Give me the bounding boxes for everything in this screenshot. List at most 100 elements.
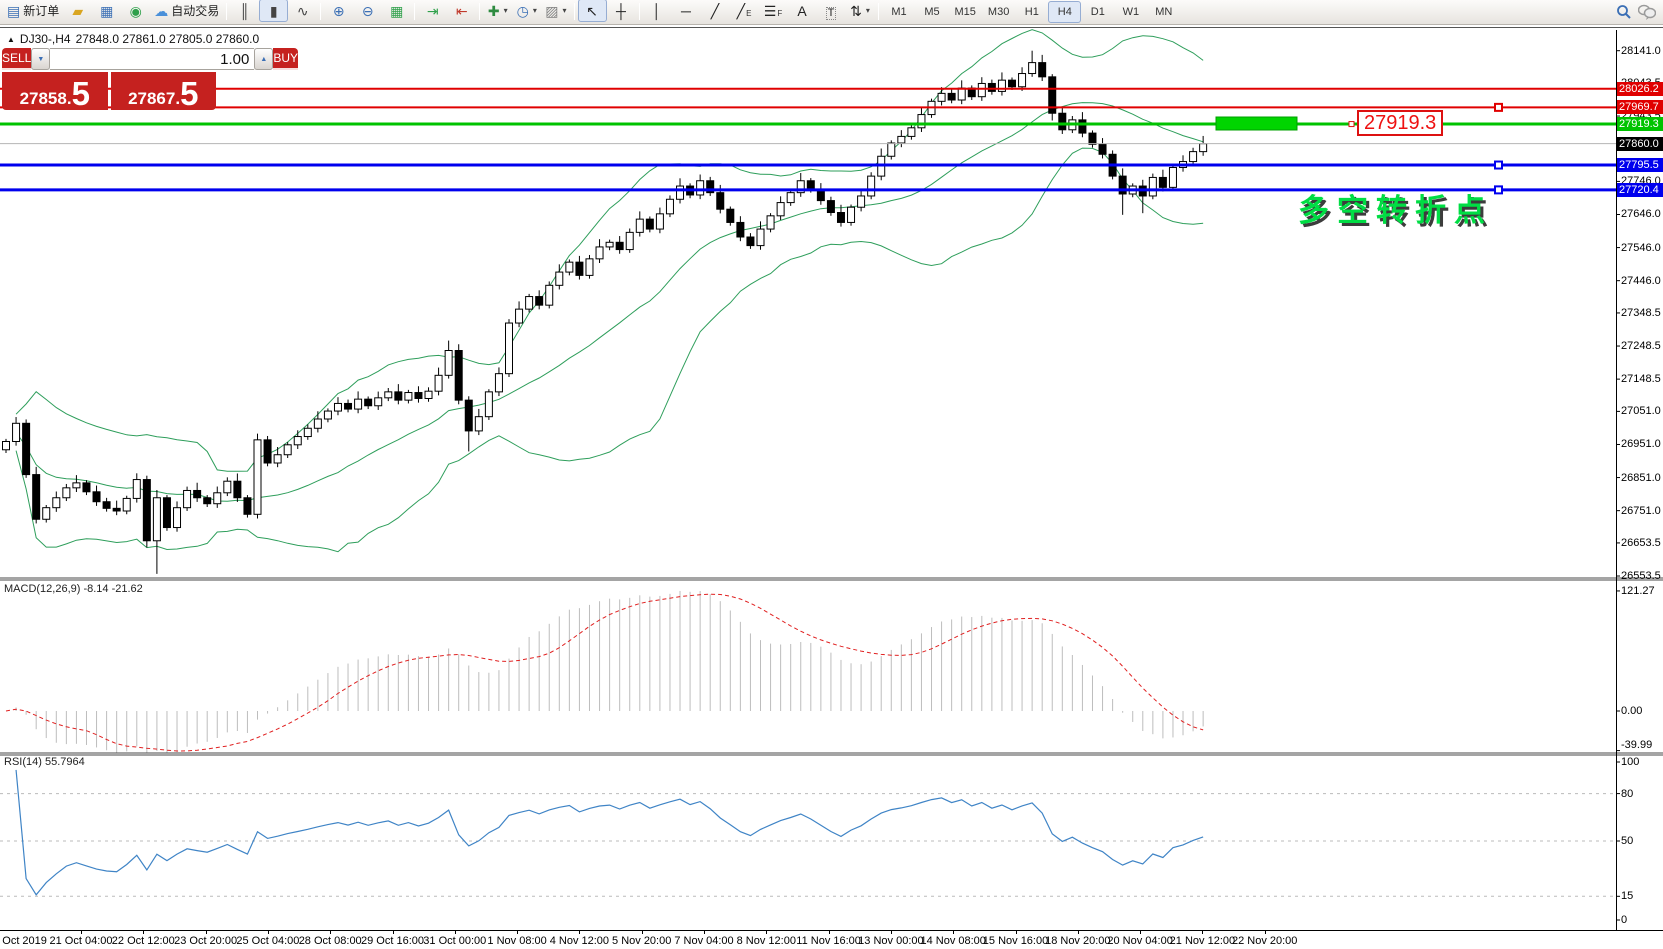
volume-input[interactable] (50, 48, 255, 70)
sell-price-main: 27858 (19, 89, 67, 108)
timeframe-m1-button[interactable]: M1 (891, 6, 907, 18)
timeframe-mn-button[interactable]: MN (1155, 6, 1173, 18)
channel-button[interactable]: ╱ E (730, 0, 759, 22)
time-axis-label: 4 Nov 12:00 (549, 935, 610, 947)
resistance-line-1-tag: 28026.2 (1617, 81, 1663, 96)
horizontal-line-button[interactable]: ─ (672, 0, 701, 22)
toolbar: ▤ 新订单 ▰ ▦ ◉ ☁ 自动交易 ║ ▮ ∿ ⊕ ⊖ ▦ ⇥ ⇤ ✚ ▾ ◷ ▾ ▨ ▾ ↖ ┼ │ ─ ╱ ╱ E ☰ F A T ⇅ ▾ … (0, 0, 1663, 25)
new-order-glyph: ▤ (7, 2, 21, 19)
price-tick-label: 27348.5 (1621, 306, 1661, 319)
time-axis-label: 22 Nov 20:00 (1231, 935, 1298, 947)
pivot-highlight-rect[interactable] (1215, 116, 1298, 131)
time-axis-label: 8 Oct 2019 (0, 935, 47, 947)
candles-layer (2, 50, 1208, 574)
line-chart-type-button[interactable]: ∿ (288, 0, 317, 22)
timeframe-m30-button[interactable]: M30 (987, 6, 1010, 18)
templates-button[interactable]: ▨ ▾ (541, 0, 570, 22)
toolbar-right-icons (1616, 4, 1660, 20)
volume-increase-button[interactable]: ▲ (254, 48, 274, 70)
timeframe-h1-button[interactable]: H1 (1024, 6, 1039, 18)
indicators-button[interactable]: ✚ ▾ (483, 0, 512, 22)
horizontal-price-lines[interactable] (0, 87, 1616, 195)
periods-button[interactable]: ◷ ▾ (512, 0, 541, 22)
time-tick-mark (1202, 931, 1204, 934)
price-tick-label: 27248.5 (1621, 340, 1661, 353)
dropdown-caret-icon: ▾ (865, 6, 870, 16)
price-tick-label: 27446.0 (1621, 274, 1661, 287)
sell-price[interactable]: 27858 . 5 (2, 72, 108, 110)
symbol-collapse-icon[interactable]: ▲ (7, 34, 15, 44)
chart-window-icon-glyph: ▦ (100, 2, 114, 19)
toolbar-separator (877, 2, 879, 20)
toolbar-separator (638, 2, 640, 20)
new-order-button[interactable]: ▤ 新订单 (3, 0, 63, 22)
rsi-tick-label: 100 (1621, 756, 1640, 768)
time-axis-label: 8 Nov 12:00 (736, 935, 796, 947)
search-icon[interactable] (1616, 4, 1632, 20)
chart-shift-button[interactable]: ⇤ (447, 0, 476, 22)
time-tick-mark (1077, 931, 1079, 934)
timeframe-m5-button[interactable]: M5 (924, 6, 940, 18)
time-tick-mark (205, 931, 207, 934)
one-click-trade-panel: SELL ▼ ▲ BUY 27858 . 5 27867 . 5 (2, 48, 299, 110)
timeframe-m15-button[interactable]: M15 (954, 6, 976, 18)
zoom-in-button[interactable]: ⊕ (324, 0, 353, 22)
chart-window-icon[interactable]: ▦ (92, 0, 121, 22)
candlestick-type-button[interactable]: ▮ (259, 0, 289, 23)
crosshair-button[interactable]: ┼ (607, 0, 636, 22)
rsi-indicator-label: RSI(14) 55.7964 (4, 756, 85, 768)
zoom-out-glyph: ⊖ (361, 2, 374, 19)
bar-chart-type-button[interactable]: ║ (230, 0, 259, 22)
time-tick-mark (641, 931, 643, 934)
timeframe-h4-button[interactable]: H4 (1048, 1, 1082, 23)
gold-icon-glyph: ▰ (72, 2, 84, 19)
time-axis-label: 18 Nov 20:00 (1045, 935, 1111, 947)
macd-histogram (15, 590, 1204, 753)
support-line-2-tag: 27720.4 (1617, 182, 1663, 197)
fibonacci-button[interactable]: ☰ F (759, 0, 788, 22)
chart-canvas[interactable] (0, 28, 1663, 930)
timeframe-w1-button[interactable]: W1 (1122, 6, 1140, 18)
callout-anchor-square (1348, 121, 1355, 128)
time-tick-mark (392, 931, 394, 934)
toolbar-separator (320, 2, 322, 20)
vertical-line-button[interactable]: │ (643, 0, 672, 22)
tile-windows-button[interactable]: ▦ (382, 0, 411, 22)
price-level-callout[interactable]: 27919.3 (1357, 110, 1444, 136)
text-button[interactable]: A (788, 0, 817, 22)
buy-button[interactable]: BUY (273, 48, 299, 70)
gold-icon[interactable]: ▰ (63, 0, 92, 22)
signal-icon[interactable]: ◉ (121, 0, 150, 22)
buy-price[interactable]: 27867 . 5 (110, 72, 216, 110)
timeframe-d1-button[interactable]: D1 (1090, 6, 1105, 18)
symbol-ohlc: 27848.0 27861.0 27805.0 27860.0 (75, 32, 260, 46)
price-tick-label: 26851.0 (1621, 471, 1661, 484)
time-tick-mark (828, 931, 830, 934)
time-axis-label: 25 Oct 04:00 (236, 935, 300, 947)
chat-icon[interactable] (1638, 4, 1656, 20)
text-label-button[interactable]: T (817, 2, 846, 25)
tile-windows-glyph: ▦ (390, 2, 404, 19)
support-line-1-tag: 27795.5 (1617, 158, 1663, 173)
trendline-button[interactable]: ╱ (701, 0, 730, 22)
text-glyph: A (797, 2, 807, 19)
macd-tick-label: 0.00 (1621, 705, 1643, 717)
arrows-button[interactable]: ⇅ ▾ (846, 0, 875, 22)
time-tick-mark (143, 931, 145, 934)
toolbar-separator (226, 2, 228, 20)
rsi-tick-label: 15 (1621, 890, 1634, 903)
auto-scroll-button[interactable]: ⇥ (418, 0, 447, 22)
cursor-button[interactable]: ↖ (577, 0, 607, 23)
time-axis-label: 11 Nov 16:00 (796, 935, 861, 947)
auto-trading-button[interactable]: ☁ 自动交易 (150, 0, 223, 22)
price-tick-label: 27546.0 (1621, 241, 1661, 254)
zoom-out-button[interactable]: ⊖ (353, 0, 382, 22)
turning-point-annotation[interactable]: 多空转折点 (1298, 193, 1493, 228)
templates-glyph: ▨ (545, 2, 559, 19)
arrows-glyph: ⇅ (850, 2, 862, 19)
text-label-glyph: T (825, 6, 837, 20)
auto-trading-button-label: 自动交易 (171, 4, 220, 19)
sell-button[interactable]: SELL (2, 48, 32, 70)
volume-decrease-button[interactable]: ▼ (31, 48, 51, 70)
